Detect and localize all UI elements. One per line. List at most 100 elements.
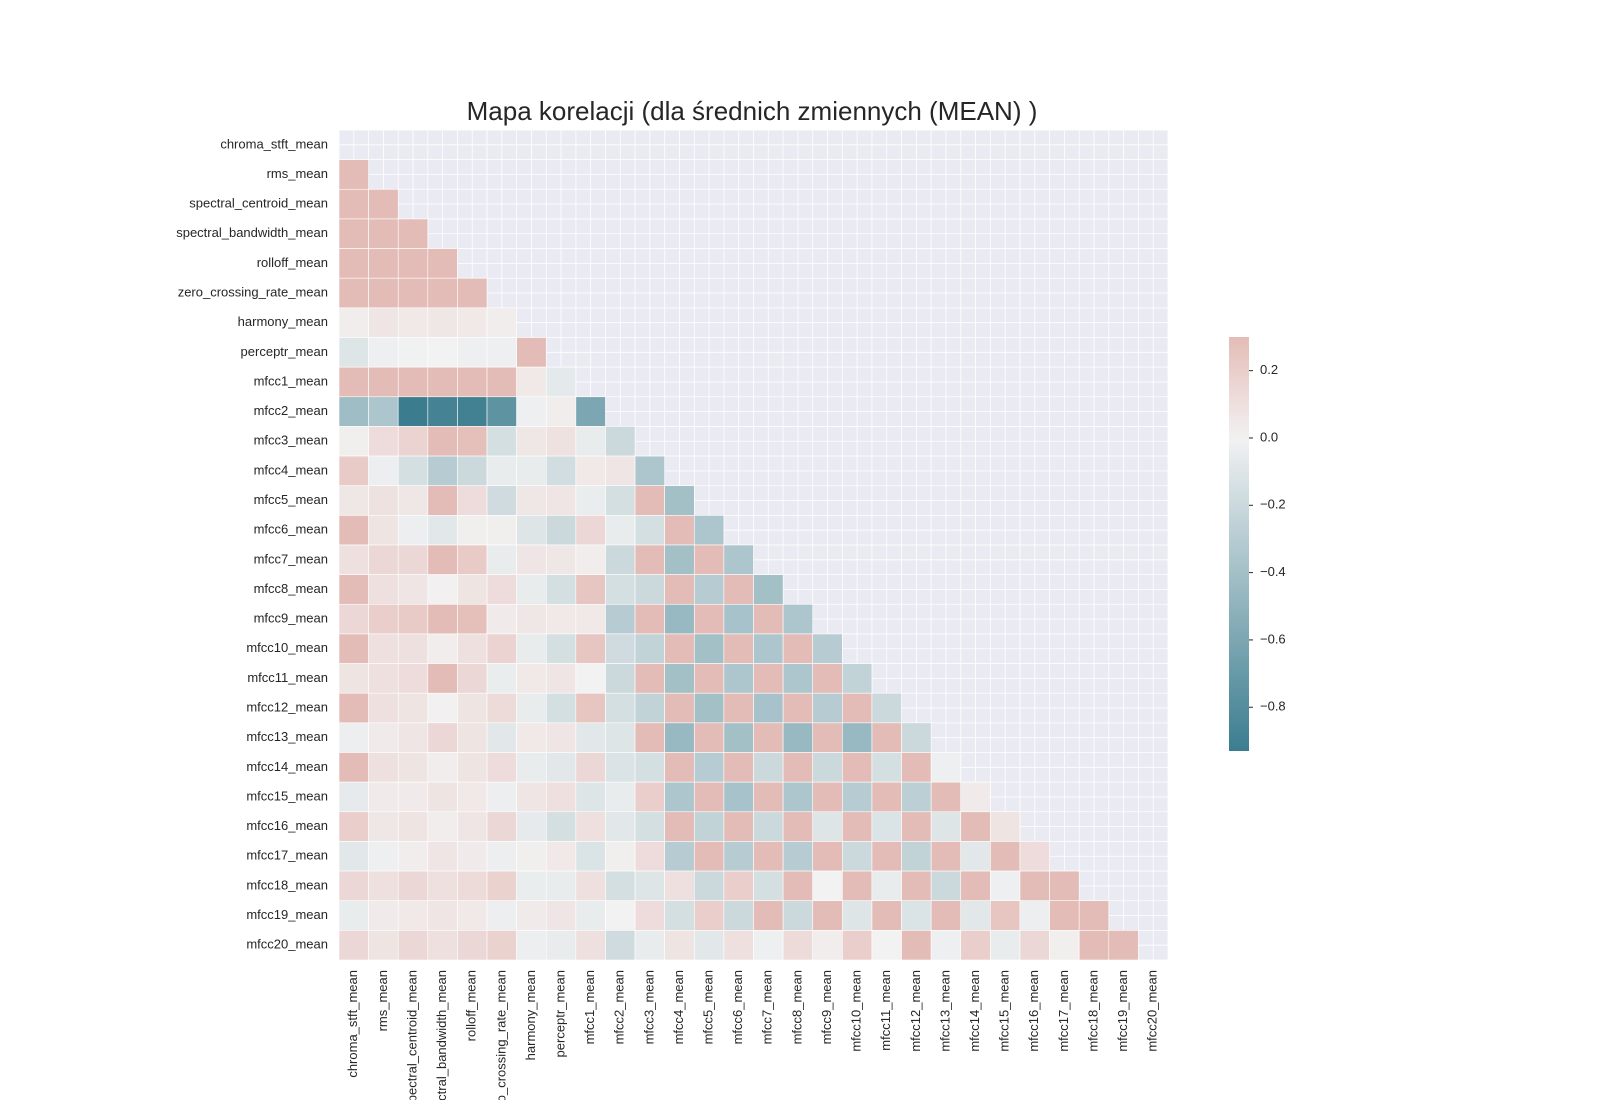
chart-title: Mapa korelacji (dla średnich zmiennych (…	[467, 96, 1038, 126]
heatmap-cell	[457, 633, 488, 664]
heatmap-cell	[812, 633, 843, 664]
heatmap-cell	[427, 426, 458, 457]
heatmap-cell	[575, 841, 606, 872]
heatmap-cell	[634, 722, 665, 753]
y-tick-label: mfcc9_mean	[254, 611, 328, 626]
heatmap-cell	[338, 930, 369, 961]
heatmap-cell	[338, 366, 369, 398]
heatmap-cell	[397, 366, 429, 398]
heatmap-cell	[693, 870, 725, 902]
heatmap-cell	[368, 337, 399, 368]
heatmap-cell	[693, 663, 725, 694]
heatmap-cell	[871, 841, 902, 872]
x-tick-label: rms_mean	[375, 970, 390, 1031]
heatmap-cell	[457, 277, 488, 309]
heatmap-cell	[782, 930, 814, 961]
heatmap-cell	[427, 455, 458, 487]
heatmap-cell	[723, 930, 754, 961]
heatmap-cell	[457, 307, 488, 338]
heatmap-cell	[693, 900, 725, 931]
heatmap-cell	[753, 752, 784, 783]
heatmap-cell	[664, 603, 695, 635]
heatmap-cell	[545, 870, 577, 902]
heatmap-cell	[930, 781, 962, 813]
heatmap-cell	[338, 692, 369, 724]
heatmap-cell	[990, 841, 1021, 872]
heatmap-cell	[427, 337, 458, 368]
heatmap-cell	[634, 574, 665, 605]
heatmap-cell	[397, 574, 429, 605]
heatmap-cell	[545, 366, 577, 398]
colorbar-tick-label: −0.2	[1260, 497, 1286, 512]
heatmap-cell	[960, 900, 991, 931]
heatmap-cell	[368, 455, 399, 487]
heatmap-cell	[960, 781, 991, 813]
y-tick-label: mfcc11_mean	[247, 670, 328, 685]
heatmap-cell	[664, 663, 695, 694]
heatmap-cell	[397, 426, 429, 457]
heatmap-cell	[605, 455, 636, 487]
heatmap-cell	[457, 544, 488, 575]
colorbar-tick-label: 0.2	[1260, 362, 1278, 377]
heatmap-cell	[516, 722, 547, 753]
heatmap-cell	[368, 218, 399, 249]
heatmap-cell	[338, 900, 369, 931]
heatmap-cell	[723, 781, 754, 813]
heatmap-cell	[723, 811, 754, 842]
heatmap-cell	[338, 218, 369, 249]
heatmap-cell	[871, 870, 902, 902]
heatmap-cell	[1108, 930, 1139, 961]
heatmap-cell	[427, 633, 458, 664]
heatmap-cell	[338, 248, 369, 279]
heatmap-cell	[693, 781, 725, 813]
heatmap-cell	[486, 752, 517, 783]
heatmap-cell	[723, 603, 754, 635]
heatmap-cell	[871, 930, 902, 961]
heatmap-cell	[545, 515, 577, 546]
heatmap-cell	[664, 574, 695, 605]
heatmap-cell	[634, 870, 665, 902]
heatmap-cell	[457, 841, 488, 872]
y-tick-label: mfcc1_mean	[254, 373, 328, 388]
x-tick-label: harmony_mean	[523, 970, 538, 1060]
heatmap-cell	[693, 633, 725, 664]
heatmap-cell	[842, 930, 873, 961]
heatmap-cell	[516, 930, 547, 961]
heatmap-cell	[338, 485, 369, 516]
heatmap-cell	[812, 722, 843, 753]
heatmap-cell	[486, 781, 517, 813]
heatmap-cell	[753, 692, 784, 724]
heatmap-cell	[486, 426, 517, 457]
x-tick-label: chroma_stft_mean	[345, 970, 360, 1078]
heatmap-cell	[575, 930, 606, 961]
heatmap-cell	[1049, 930, 1080, 961]
heatmap-cell	[812, 692, 843, 724]
heatmap-cell	[812, 663, 843, 694]
y-tick-label: perceptr_mean	[241, 344, 328, 359]
heatmap-cell	[516, 692, 547, 724]
heatmap-cell	[723, 841, 754, 872]
heatmap-cell	[427, 248, 458, 279]
heatmap-cell	[723, 752, 754, 783]
heatmap-cell	[457, 574, 488, 605]
y-tick-label: spectral_centroid_mean	[189, 196, 328, 211]
heatmap-cell	[753, 900, 784, 931]
heatmap-cell	[693, 603, 725, 635]
heatmap-cell	[457, 692, 488, 724]
heatmap-cell	[457, 752, 488, 783]
heatmap-cell	[338, 841, 369, 872]
y-tick-label: mfcc12_mean	[246, 699, 328, 714]
y-tick-label: spectral_bandwidth_mean	[176, 225, 328, 240]
heatmap-cell	[516, 574, 547, 605]
heatmap-cell	[397, 277, 429, 309]
heatmap-cell	[457, 603, 488, 635]
heatmap-cell	[397, 663, 429, 694]
heatmap-cell	[664, 781, 695, 813]
heatmap-cell	[368, 574, 399, 605]
y-tick-label: mfcc4_mean	[254, 462, 328, 477]
x-tick-label: mfcc13_mean	[937, 970, 952, 1052]
heatmap-cell	[338, 811, 369, 842]
y-tick-label: mfcc2_mean	[254, 403, 328, 418]
heatmap-cell	[338, 455, 369, 487]
heatmap-cell	[753, 841, 784, 872]
